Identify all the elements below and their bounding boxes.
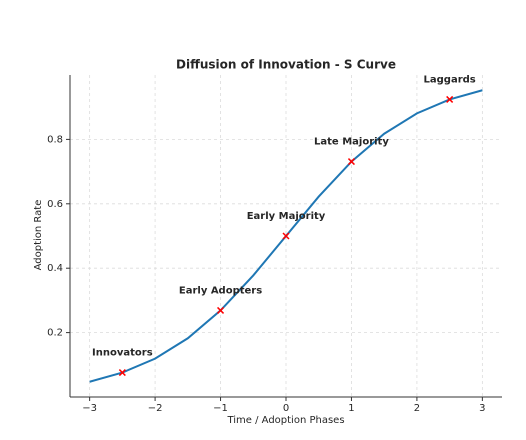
y-axis-label: Adoption Rate [33,200,44,271]
marker [282,232,290,240]
annotation: Late Majority [314,137,389,148]
marker [217,306,225,314]
x-tick-label: −3 [82,403,97,414]
annotation: Laggards [424,74,476,85]
marker [347,158,355,166]
x-tick-label: −2 [148,403,163,414]
annotation: Early Majority [247,211,326,222]
x-tick-label: 1 [348,403,354,414]
annotation: Early Adopters [179,285,262,296]
x-tick-label: 2 [414,403,420,414]
y-tick-label: 0.8 [47,134,63,145]
y-tick-label: 0.6 [47,199,63,210]
x-tick-label: 3 [479,403,485,414]
marker [118,369,126,377]
marker [446,95,454,103]
y-tick-label: 0.4 [47,263,63,274]
annotation: Innovators [92,348,153,359]
x-axis-label: Time / Adoption Phases [226,415,344,426]
x-tick-label: 0 [283,403,289,414]
x-tick-label: −1 [213,403,228,414]
y-tick-label: 0.2 [47,328,63,339]
chart-title: Diffusion of Innovation - S Curve [176,58,396,72]
